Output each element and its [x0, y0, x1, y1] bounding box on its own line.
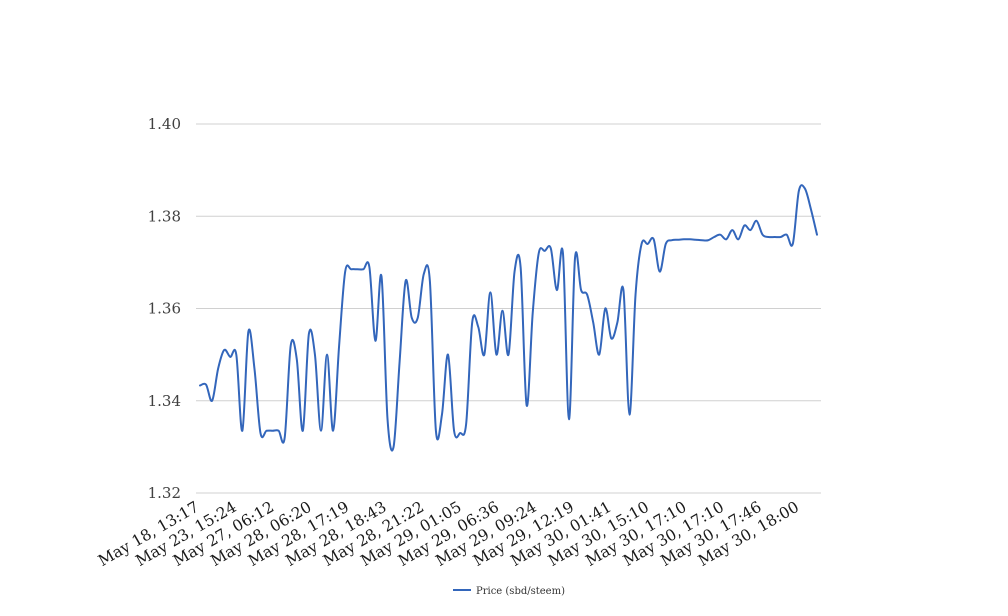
- y-tick-label: 1.34: [148, 392, 181, 410]
- y-tick-label: 1.32: [148, 484, 181, 502]
- series-line-price: [199, 184, 818, 452]
- y-tick-label: 1.40: [148, 115, 181, 133]
- legend: Price (sbd/steem): [453, 586, 565, 597]
- legend-label-price: Price (sbd/steem): [476, 586, 565, 597]
- y-tick-label: 1.36: [148, 300, 181, 318]
- series-lines: [199, 184, 818, 452]
- gridlines: [196, 123, 821, 494]
- y-tick-label: 1.38: [148, 207, 181, 225]
- y-axis-tick-labels: 1.40 1.38 1.36 1.34 1.32: [148, 115, 181, 502]
